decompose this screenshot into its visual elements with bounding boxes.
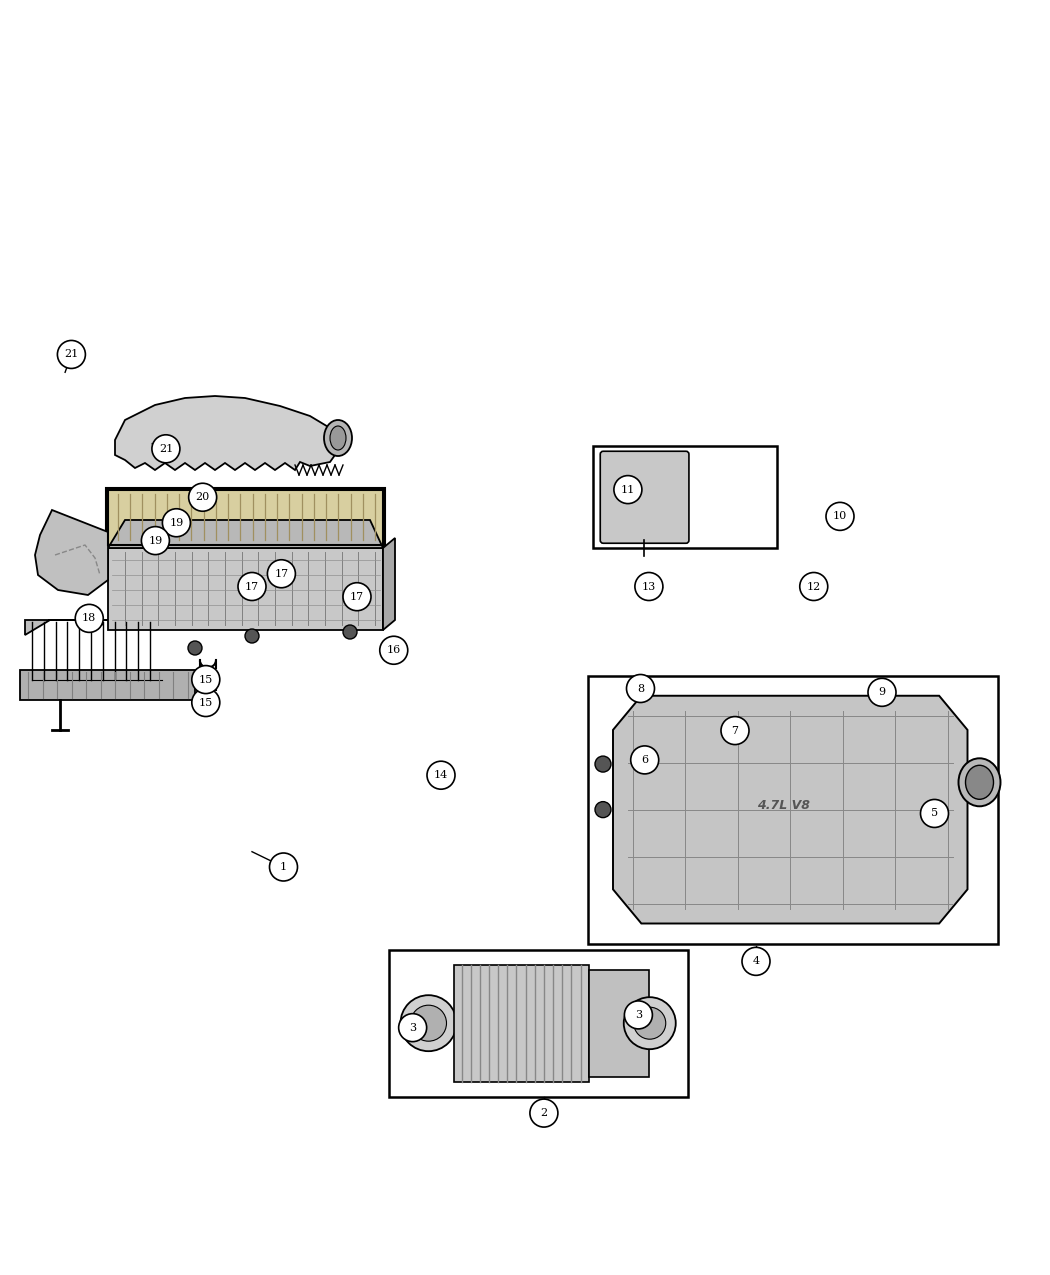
Text: 15: 15 bbox=[198, 697, 213, 708]
Circle shape bbox=[270, 853, 297, 881]
Circle shape bbox=[631, 746, 658, 774]
Text: 15: 15 bbox=[198, 674, 213, 685]
Circle shape bbox=[625, 1001, 652, 1029]
Circle shape bbox=[343, 625, 357, 639]
Ellipse shape bbox=[959, 759, 1001, 806]
Polygon shape bbox=[108, 520, 383, 548]
Circle shape bbox=[163, 509, 190, 537]
Text: 2: 2 bbox=[541, 1108, 547, 1118]
Text: 4: 4 bbox=[753, 956, 759, 966]
Text: 14: 14 bbox=[434, 770, 448, 780]
Circle shape bbox=[921, 799, 948, 827]
Text: 9: 9 bbox=[879, 687, 885, 697]
Circle shape bbox=[142, 527, 169, 555]
Text: 16: 16 bbox=[386, 645, 401, 655]
Text: 19: 19 bbox=[169, 518, 184, 528]
Text: 13: 13 bbox=[642, 581, 656, 592]
Text: 3: 3 bbox=[410, 1023, 416, 1033]
Circle shape bbox=[343, 583, 371, 611]
Circle shape bbox=[427, 761, 455, 789]
Circle shape bbox=[399, 1014, 426, 1042]
Text: 3: 3 bbox=[635, 1010, 642, 1020]
Circle shape bbox=[380, 636, 407, 664]
Circle shape bbox=[411, 1005, 446, 1042]
Ellipse shape bbox=[324, 419, 352, 456]
Circle shape bbox=[635, 572, 663, 601]
Circle shape bbox=[634, 1007, 666, 1039]
Text: 12: 12 bbox=[806, 581, 821, 592]
Circle shape bbox=[188, 641, 202, 655]
Bar bbox=[388, 950, 688, 1096]
Ellipse shape bbox=[330, 426, 346, 450]
Text: 8: 8 bbox=[637, 683, 644, 694]
Text: 17: 17 bbox=[350, 592, 364, 602]
Text: 19: 19 bbox=[148, 536, 163, 546]
FancyBboxPatch shape bbox=[106, 488, 385, 547]
Circle shape bbox=[614, 476, 642, 504]
Polygon shape bbox=[108, 548, 383, 630]
Polygon shape bbox=[613, 696, 967, 923]
Text: 10: 10 bbox=[833, 511, 847, 521]
Bar bbox=[454, 965, 588, 1081]
Text: 7: 7 bbox=[732, 725, 738, 736]
Polygon shape bbox=[25, 518, 210, 635]
Circle shape bbox=[152, 435, 180, 463]
Circle shape bbox=[627, 674, 654, 703]
Text: 4.7L V8: 4.7L V8 bbox=[757, 798, 810, 812]
Polygon shape bbox=[383, 538, 395, 630]
Ellipse shape bbox=[966, 765, 993, 799]
Text: 17: 17 bbox=[274, 569, 289, 579]
Text: 20: 20 bbox=[195, 492, 210, 502]
Circle shape bbox=[192, 666, 219, 694]
Circle shape bbox=[192, 688, 219, 717]
Polygon shape bbox=[20, 669, 195, 700]
Circle shape bbox=[76, 604, 103, 632]
Text: 21: 21 bbox=[64, 349, 79, 360]
Circle shape bbox=[800, 572, 827, 601]
Text: 1: 1 bbox=[280, 862, 287, 872]
Circle shape bbox=[189, 483, 216, 511]
FancyBboxPatch shape bbox=[601, 451, 689, 543]
Circle shape bbox=[400, 996, 457, 1051]
Circle shape bbox=[530, 1099, 558, 1127]
Circle shape bbox=[238, 572, 266, 601]
Circle shape bbox=[803, 580, 815, 593]
Text: 11: 11 bbox=[621, 484, 635, 495]
Bar bbox=[593, 446, 777, 548]
Polygon shape bbox=[35, 510, 108, 595]
Bar bbox=[108, 490, 383, 544]
Text: 17: 17 bbox=[245, 581, 259, 592]
Text: 21: 21 bbox=[159, 444, 173, 454]
Circle shape bbox=[595, 756, 611, 773]
Circle shape bbox=[58, 340, 85, 368]
Polygon shape bbox=[116, 397, 335, 470]
Circle shape bbox=[721, 717, 749, 745]
Bar bbox=[588, 676, 997, 944]
Text: 6: 6 bbox=[642, 755, 648, 765]
Circle shape bbox=[245, 629, 259, 643]
Circle shape bbox=[868, 678, 896, 706]
Bar bbox=[588, 970, 649, 1076]
Circle shape bbox=[595, 802, 611, 817]
Text: 5: 5 bbox=[931, 808, 938, 819]
Circle shape bbox=[268, 560, 295, 588]
Text: 18: 18 bbox=[82, 613, 97, 623]
Circle shape bbox=[826, 502, 854, 530]
Circle shape bbox=[742, 947, 770, 975]
Circle shape bbox=[624, 997, 676, 1049]
